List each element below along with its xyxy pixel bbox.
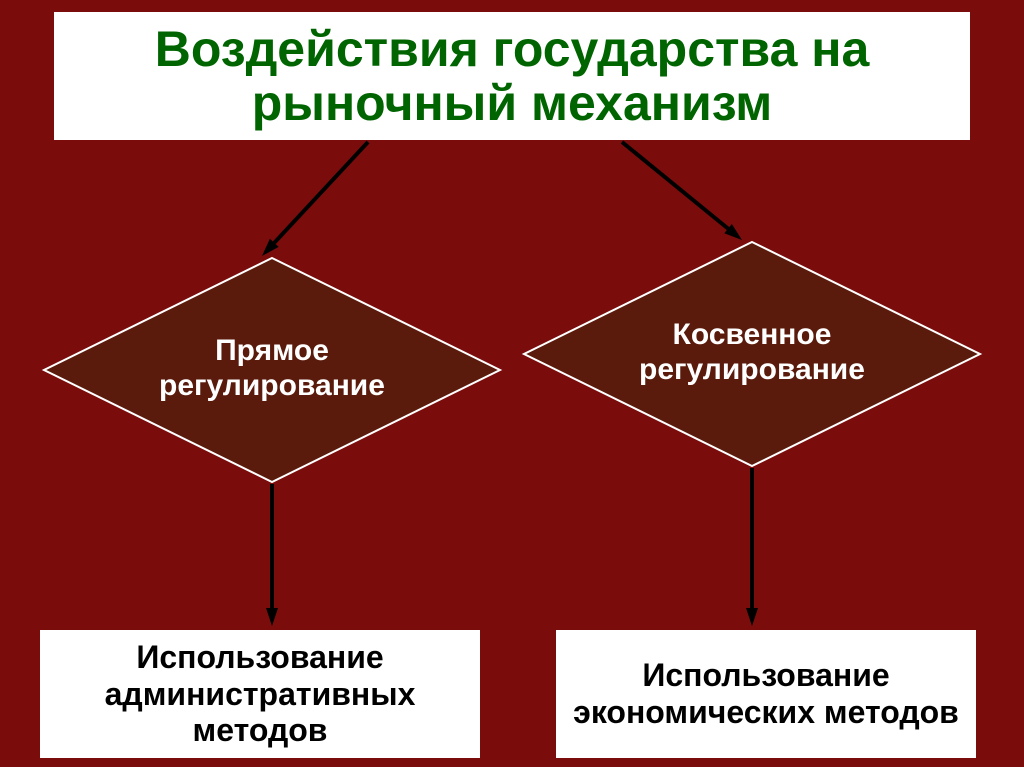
arrow-line — [622, 142, 728, 229]
arrow-head — [746, 608, 758, 626]
arrow-head — [724, 224, 742, 240]
result-right-box: Использование экономических методов — [556, 630, 976, 758]
result-right-text: Использование экономических методов — [566, 657, 966, 731]
arrow-head — [266, 608, 278, 626]
arrow-line — [274, 142, 368, 243]
diamond-left-label: Прямое регулирование — [135, 334, 409, 403]
slide-title: Воздействия государства на рыночный меха… — [54, 12, 970, 140]
slide-stage: Воздействия государства на рыночный меха… — [0, 0, 1024, 767]
arrow-head — [262, 239, 279, 256]
slide-title-text: Воздействия государства на рыночный меха… — [64, 22, 960, 130]
result-left-text: Использование административных методов — [50, 639, 470, 749]
result-left-box: Использование административных методов — [40, 630, 480, 758]
diamond-right-label: Косвенное регулирование — [615, 318, 889, 387]
